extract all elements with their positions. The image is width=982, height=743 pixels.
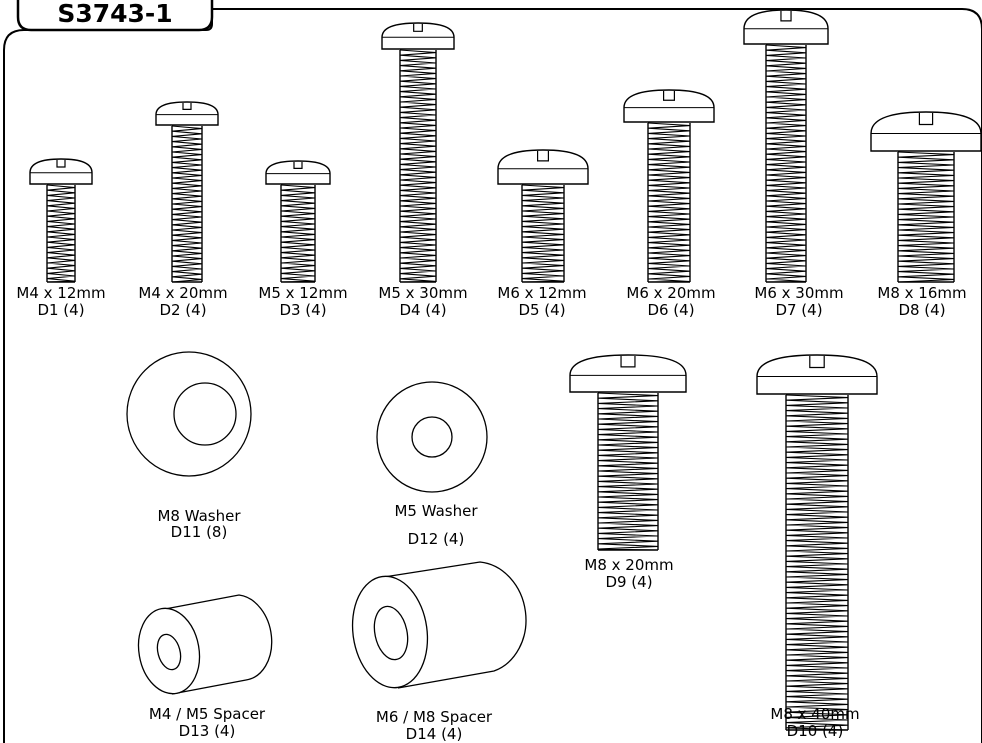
spacer-d14-name: M6 / M8 Spacer xyxy=(376,708,493,726)
screw-head xyxy=(743,9,829,45)
washer-d12-name: M5 Washer xyxy=(394,502,478,520)
screw-d2-code: D2 (4) xyxy=(159,301,206,319)
screw-slot xyxy=(537,151,549,162)
screw-thread xyxy=(171,125,203,283)
spacer-body xyxy=(164,594,273,695)
screw-d6-code: D6 (4) xyxy=(647,301,694,319)
screw-thread xyxy=(280,184,316,283)
spacer-d14-code: D14 (4) xyxy=(406,725,463,743)
washer-hole xyxy=(411,416,453,458)
screw-d3-code: D3 (4) xyxy=(279,301,326,319)
screw-slot xyxy=(918,113,934,126)
spacer-d13-name: M4 / M5 Spacer xyxy=(149,705,266,723)
spacer-hole xyxy=(373,605,409,661)
screw-d9-size: M8 x 20mm xyxy=(584,556,673,574)
spacer-front-face xyxy=(137,607,201,695)
spacer-body xyxy=(383,561,527,689)
washer-hole xyxy=(173,382,237,446)
spacer-d13: M4 / M5 Spacer D13 (4) xyxy=(137,594,273,740)
screw-d5-size: M6 x 12mm xyxy=(497,284,586,302)
screw-head xyxy=(870,111,982,152)
screw-d1-size: M4 x 12mm xyxy=(16,284,105,302)
screw-d4-size: M5 x 30mm xyxy=(378,284,467,302)
screw-head xyxy=(623,89,715,123)
screw-slot xyxy=(809,356,825,369)
screw-thread xyxy=(521,184,565,283)
washer-d12-code: D12 (4) xyxy=(408,530,465,548)
screw-slot xyxy=(56,160,66,168)
screw-d6-size: M6 x 20mm xyxy=(626,284,715,302)
screw-slot xyxy=(620,356,636,368)
washer-d11: M8 Washer D11 (8) xyxy=(126,351,252,541)
screw-thread xyxy=(46,184,76,283)
screw-thread xyxy=(897,151,955,283)
screw-head xyxy=(155,101,219,126)
screw-slot xyxy=(780,11,792,22)
spacer-hole xyxy=(156,633,182,671)
screw-head xyxy=(497,149,589,185)
washer-d11-code: D11 (8) xyxy=(171,523,228,541)
screw-thread xyxy=(765,44,807,283)
screw-thread xyxy=(647,122,691,283)
screw-slot xyxy=(182,103,192,110)
screw-thread xyxy=(597,392,659,551)
spacer-d14: M6 / M8 Spacer D14 (4) xyxy=(351,561,527,743)
screw-head xyxy=(381,22,455,50)
screw-d4-code: D4 (4) xyxy=(399,301,446,319)
screw-head xyxy=(29,158,93,185)
screw-d10-size: M8 x 40mm xyxy=(770,705,859,723)
screw-thread xyxy=(399,49,437,283)
screw-d3-size: M5 x 12mm xyxy=(258,284,347,302)
screw-slot xyxy=(413,24,423,32)
spacer-front-face xyxy=(351,575,429,689)
washer-d12: M5 Washer D12 (4) xyxy=(376,381,488,548)
screw-head xyxy=(569,354,687,393)
screw-d7-size: M6 x 30mm xyxy=(754,284,843,302)
screw-d2-size: M4 x 20mm xyxy=(138,284,227,302)
washer-outer-ring xyxy=(126,351,252,477)
part-number-title: S3743-1 xyxy=(57,0,172,28)
screw-head xyxy=(756,354,878,395)
screw-d8-code: D8 (4) xyxy=(898,301,945,319)
screw-d1-code: D1 (4) xyxy=(37,301,84,319)
screw-thread xyxy=(785,394,849,731)
screw-d7-code: D7 (4) xyxy=(775,301,822,319)
screw-slot xyxy=(663,91,675,101)
washer-outer-ring xyxy=(376,381,488,493)
screw-d8-size: M8 x 16mm xyxy=(877,284,966,302)
screw-slot xyxy=(293,162,303,169)
washer-d11-name: M8 Washer xyxy=(157,507,241,525)
screw-d10-code: D10 (4) xyxy=(787,722,844,740)
screw-head xyxy=(265,160,331,185)
spacer-d13-code: D13 (4) xyxy=(179,722,236,740)
title-tab: S3743-1 xyxy=(16,0,214,32)
screw-d9-code: D9 (4) xyxy=(605,573,652,591)
screw-d5-code: D5 (4) xyxy=(518,301,565,319)
